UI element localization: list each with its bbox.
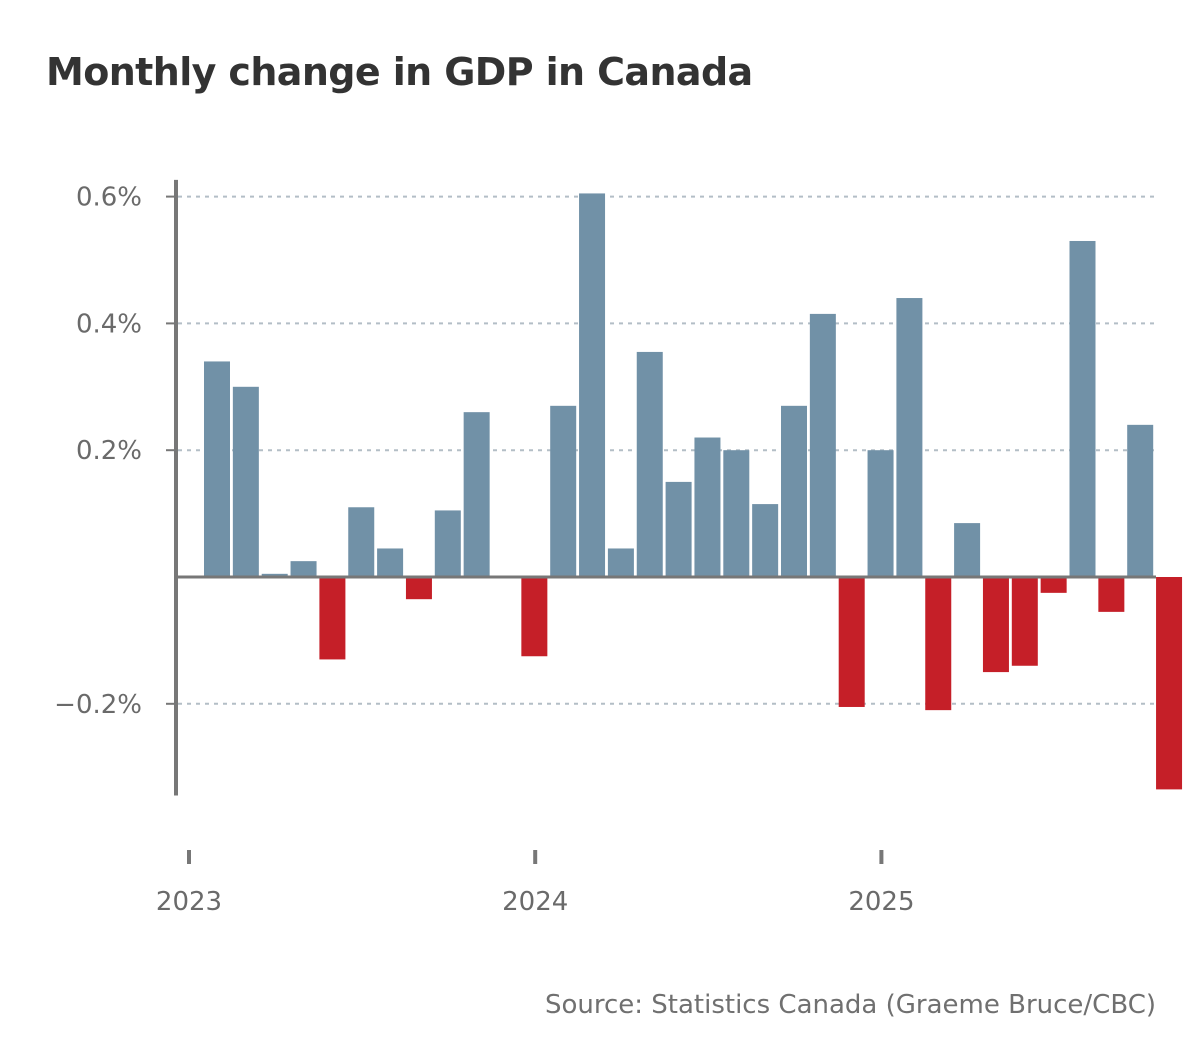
bar-2023-02 xyxy=(232,386,259,577)
bar-2024-12 xyxy=(867,450,894,577)
x-tick-labels: 2023 2024 2025 xyxy=(156,850,914,917)
bar-2024-10 xyxy=(809,313,836,577)
y-tick-label: −0.2% xyxy=(54,690,142,720)
bar-2024-09 xyxy=(781,405,807,577)
chart-title: Monthly change in GDP in Canada xyxy=(46,50,753,94)
bar-2025-07 xyxy=(1069,240,1096,578)
bar-2025-03 xyxy=(954,523,981,577)
bar-2023-08 xyxy=(405,577,432,600)
bar-2025-10 xyxy=(1156,577,1183,790)
axes xyxy=(174,179,1156,796)
bar-2025-04 xyxy=(982,577,1009,673)
y-tick-label: 0.2% xyxy=(76,436,142,466)
bar-2025-06 xyxy=(1040,577,1067,593)
source-note: Source: Statistics Canada (Graeme Bruce/… xyxy=(544,990,1156,1020)
bar-2024-05 xyxy=(665,481,692,577)
bar-2025-08 xyxy=(1098,577,1125,612)
x-tick-label-2023: 2023 xyxy=(156,887,222,917)
bar-2024-02 xyxy=(579,193,606,577)
bar-2025-02 xyxy=(925,577,952,711)
bar-2024-11 xyxy=(838,577,865,707)
y-tick-labels: −0.2% 0.2% 0.4% 0.6% xyxy=(54,183,176,720)
bar-2023-12 xyxy=(521,577,548,657)
bar-2024-06 xyxy=(694,437,721,577)
gridlines xyxy=(178,195,1154,705)
x-tick-label-2025: 2025 xyxy=(848,887,914,917)
bar-2023-06 xyxy=(348,507,375,577)
bar-2024-08 xyxy=(752,504,779,577)
bar-2025-05 xyxy=(1011,577,1038,666)
bar-2024-03 xyxy=(607,548,634,577)
bar-2024-01 xyxy=(550,405,577,577)
bar-2025-01 xyxy=(896,298,923,577)
bar-2023-01 xyxy=(204,361,230,577)
bar-2023-10 xyxy=(463,412,490,577)
bar-2025-09 xyxy=(1127,424,1154,577)
bar-2023-03 xyxy=(261,573,288,577)
bar-2023-09 xyxy=(434,510,461,577)
bar-2023-05 xyxy=(319,577,346,660)
y-tick-label: 0.4% xyxy=(76,309,142,339)
bar-2023-07 xyxy=(377,548,404,577)
y-tick-label: 0.6% xyxy=(76,183,142,213)
bar-2024-04 xyxy=(636,351,663,577)
bar-2023-04 xyxy=(290,561,317,577)
bars xyxy=(204,193,1183,790)
x-tick-label-2024: 2024 xyxy=(502,887,568,917)
bar-2024-07 xyxy=(723,450,750,577)
